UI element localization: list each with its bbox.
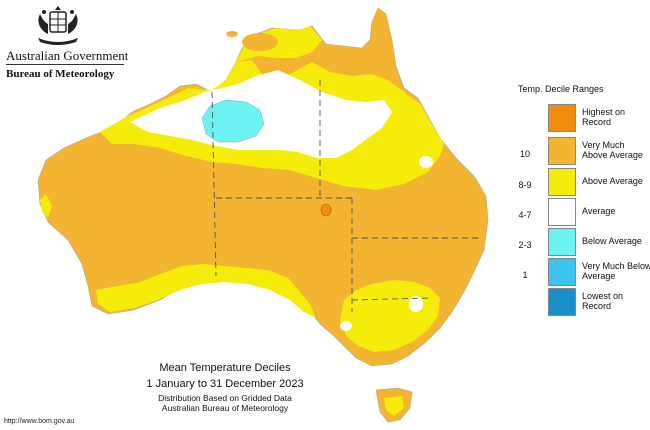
legend-row-below: 2-3 Below Average bbox=[508, 228, 650, 264]
legend-swatch-below bbox=[548, 228, 576, 256]
sa-average-spot bbox=[340, 321, 352, 331]
legend-label: Below Average bbox=[582, 236, 642, 247]
below-average-region bbox=[201, 99, 265, 143]
map-title-block: Mean Temperature Deciles 1 January to 31… bbox=[110, 362, 340, 413]
legend-range: 8-9 bbox=[518, 180, 532, 190]
tasmania-above-band bbox=[384, 396, 404, 416]
bureau-name: Bureau of Meteorology bbox=[6, 68, 115, 80]
nt-very-much-above-patch bbox=[242, 33, 278, 51]
legend-swatch-above bbox=[548, 168, 576, 196]
legend-row-very-much-below: 1 Very Much Below Average bbox=[508, 258, 650, 294]
legend-row-very-much-above: 10 Very Much Above Average bbox=[508, 137, 650, 173]
legend-swatch-very-much-above bbox=[548, 137, 576, 165]
legend-range: 4-7 bbox=[518, 210, 532, 220]
australia-decile-map bbox=[37, 7, 489, 423]
melville-island bbox=[226, 31, 238, 37]
legend-swatch-very-much-below bbox=[548, 258, 576, 286]
qld-average-spot bbox=[419, 156, 433, 168]
legend-label: Above Average bbox=[582, 176, 643, 187]
legend-swatch-lowest bbox=[548, 288, 576, 316]
cape-york-region bbox=[372, 8, 396, 72]
legend-label: Lowest on Record bbox=[582, 291, 624, 311]
legend-label: Highest on Record bbox=[582, 107, 626, 127]
map-title: Mean Temperature Deciles bbox=[159, 362, 291, 374]
map-subtitle-source: Australian Bureau of Meteorology bbox=[161, 403, 289, 413]
legend-range: 10 bbox=[519, 149, 530, 159]
highest-on-record-spot bbox=[320, 203, 332, 217]
west-coast-above-strip bbox=[40, 194, 52, 218]
state-borders bbox=[211, 80, 480, 312]
government-name: Australian Government bbox=[6, 48, 129, 63]
legend-swatch-highest bbox=[548, 104, 576, 132]
legend-swatch-average bbox=[548, 198, 576, 226]
legend-row-highest: Highest on Record bbox=[508, 104, 650, 140]
header-divider bbox=[6, 64, 124, 65]
legend-row-lowest: Lowest on Record bbox=[508, 288, 650, 324]
footer-url: http://www.bom.gov.au bbox=[4, 418, 75, 425]
legend-range: 2-3 bbox=[518, 240, 532, 250]
legend-label: Very Much Below Average bbox=[582, 261, 650, 281]
south-above-average-region bbox=[96, 264, 316, 318]
legend-row-average: 4-7 Average bbox=[508, 198, 650, 234]
map-subtitle-distribution: Distribution Based on Gridded Data bbox=[158, 393, 292, 403]
legend-title: Temp. Decile Ranges bbox=[518, 84, 604, 94]
map-period: 1 January to 31 December 2023 bbox=[146, 378, 304, 390]
legend-label: Very Much Above Average bbox=[582, 140, 643, 160]
legend-row-above: 8-9 Above Average bbox=[508, 168, 650, 204]
coat-of-arms-icon bbox=[38, 6, 78, 45]
legend-range: 1 bbox=[522, 270, 528, 280]
victoria-average-spot bbox=[409, 296, 423, 312]
legend-label: Average bbox=[582, 206, 616, 217]
